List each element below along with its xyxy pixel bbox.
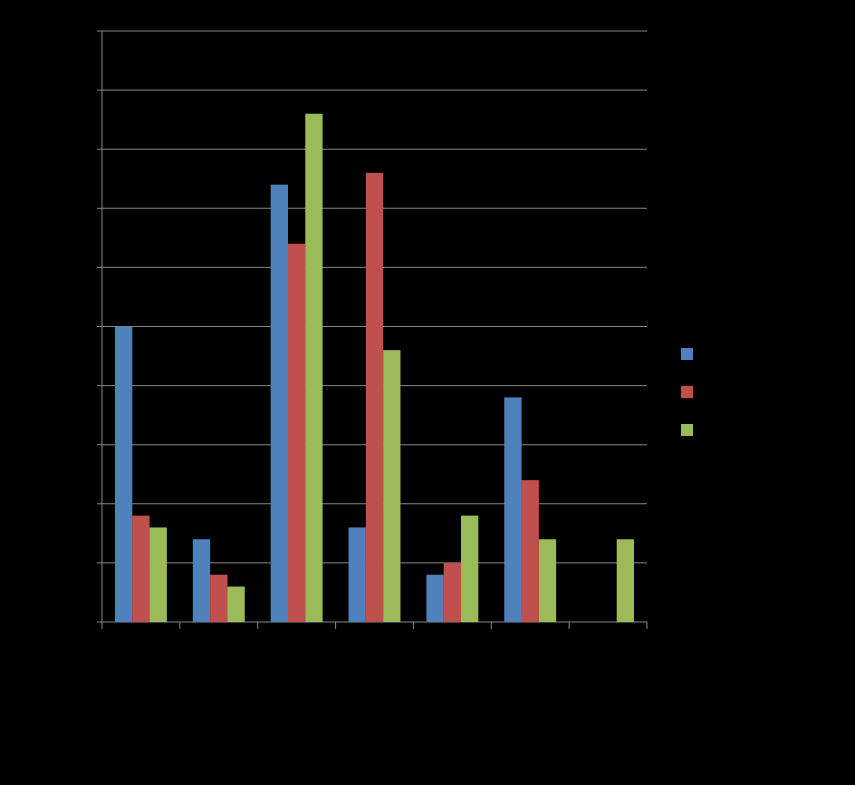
bar	[210, 574, 228, 622]
bar	[227, 586, 245, 622]
bar	[538, 539, 557, 622]
bar	[616, 539, 635, 622]
legend-swatch	[681, 348, 693, 360]
bar	[287, 243, 306, 622]
bar	[114, 326, 133, 622]
bar	[270, 184, 288, 622]
bar	[443, 562, 462, 622]
bar	[383, 350, 401, 622]
legend-swatch	[681, 386, 693, 398]
bar	[305, 113, 323, 623]
bar	[521, 480, 539, 622]
bar	[504, 397, 522, 622]
bar	[365, 172, 384, 622]
bar	[149, 527, 167, 622]
bar	[426, 574, 444, 622]
bar	[348, 527, 366, 622]
legend-swatch	[681, 424, 693, 436]
bar	[132, 515, 150, 622]
bar	[192, 539, 211, 622]
bar	[461, 515, 479, 622]
